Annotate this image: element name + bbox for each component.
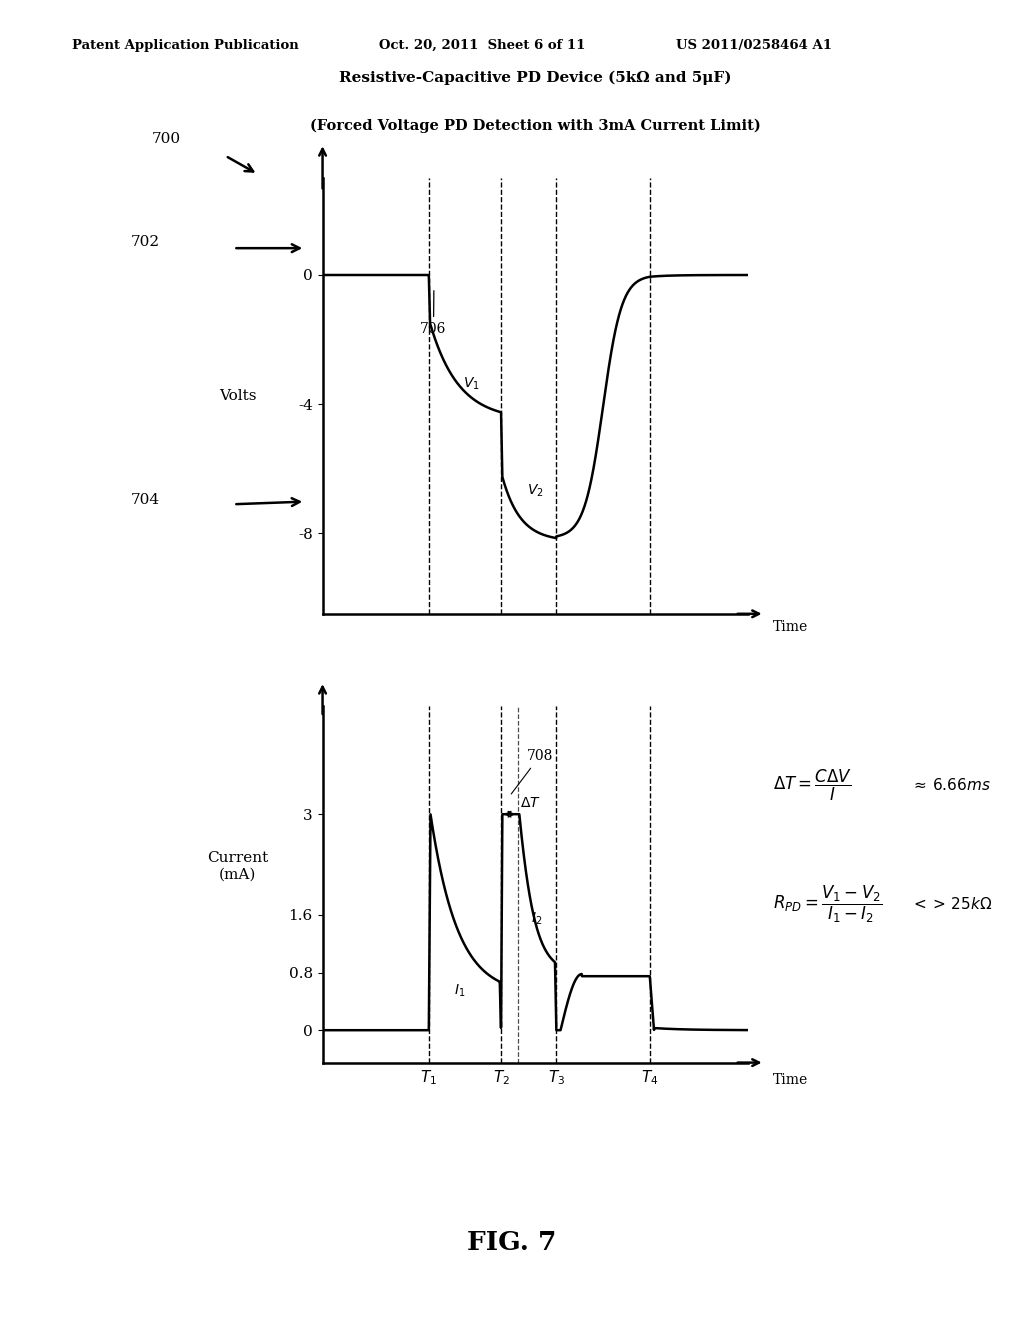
Text: $\approx\,6.66ms$: $\approx\,6.66ms$ bbox=[911, 777, 991, 793]
Text: $<>\,25k\Omega$: $<>\,25k\Omega$ bbox=[911, 896, 992, 912]
Text: $I_2$: $I_2$ bbox=[530, 911, 542, 927]
Text: $V_1$: $V_1$ bbox=[463, 376, 479, 392]
Text: US 2011/0258464 A1: US 2011/0258464 A1 bbox=[676, 38, 831, 51]
Text: (Forced Voltage PD Detection with 3mA Current Limit): (Forced Voltage PD Detection with 3mA Cu… bbox=[309, 119, 761, 133]
Text: FIG. 7: FIG. 7 bbox=[467, 1230, 557, 1255]
Text: $I_1$: $I_1$ bbox=[455, 982, 466, 999]
Text: Time: Time bbox=[773, 620, 808, 634]
Text: 706: 706 bbox=[420, 290, 446, 337]
Text: $V_2$: $V_2$ bbox=[526, 482, 544, 499]
Text: 700: 700 bbox=[152, 132, 180, 145]
Text: 702: 702 bbox=[131, 235, 160, 248]
Text: 708: 708 bbox=[511, 750, 553, 795]
Text: Volts: Volts bbox=[219, 389, 256, 403]
Text: $\Delta T$: $\Delta T$ bbox=[520, 796, 541, 810]
Text: $\Delta T = \dfrac{C\Delta V}{I}$: $\Delta T = \dfrac{C\Delta V}{I}$ bbox=[773, 768, 852, 803]
Text: Patent Application Publication: Patent Application Publication bbox=[72, 38, 298, 51]
Text: 704: 704 bbox=[131, 494, 160, 507]
Text: Time: Time bbox=[773, 1073, 808, 1088]
Text: $R_{PD} = \dfrac{V_1-V_2}{I_1-I_2}$: $R_{PD} = \dfrac{V_1-V_2}{I_1-I_2}$ bbox=[773, 883, 883, 925]
Text: Resistive-Capacitive PD Device (5kΩ and 5μF): Resistive-Capacitive PD Device (5kΩ and … bbox=[339, 71, 731, 86]
Text: Current
(mA): Current (mA) bbox=[207, 851, 268, 882]
Text: Oct. 20, 2011  Sheet 6 of 11: Oct. 20, 2011 Sheet 6 of 11 bbox=[379, 38, 586, 51]
